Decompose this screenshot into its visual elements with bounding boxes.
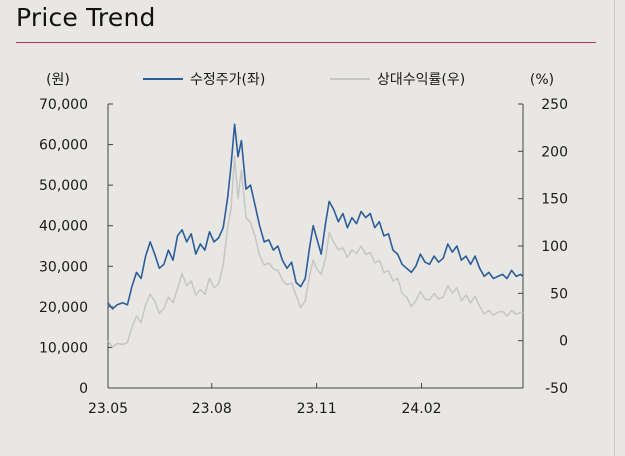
left-tick-label: 40,000 (39, 219, 88, 235)
panel-edge (614, 0, 615, 456)
x-tick-label: 23.08 (192, 401, 232, 417)
right-tick-label: 250 (541, 97, 568, 113)
right-tick-label: 100 (541, 239, 568, 255)
legend-label: 상대수익률(우) (377, 72, 465, 88)
left-tick-label: 30,000 (39, 259, 88, 275)
series-line-price (107, 123, 524, 310)
chart-lines (107, 123, 524, 349)
left-axis-unit: (원) (46, 72, 70, 88)
left-tick-label: 10,000 (39, 340, 88, 356)
left-tick-label: 50,000 (39, 178, 88, 194)
left-tick-label: 70,000 (39, 97, 88, 113)
chart-axes (107, 104, 524, 389)
page-title: Price Trend (16, 3, 156, 32)
right-tick-label: 150 (541, 192, 568, 208)
right-axis-unit: (%) (530, 72, 554, 88)
x-tick-label: 23.11 (297, 401, 337, 417)
series-line-relative-return (107, 155, 524, 349)
title-divider (16, 42, 596, 43)
x-tick-label: 23.05 (88, 401, 128, 417)
right-tick-label: 50 (550, 286, 568, 302)
chart-ticks: 0 10,000 20,000 30,000 40,000 50,000 60,000 70,… (39, 72, 568, 417)
left-tick-label: 60,000 (39, 138, 88, 154)
right-tick-label: 200 (541, 144, 568, 160)
right-tick-label: -50 (545, 381, 568, 397)
right-tick-label: 0 (559, 334, 568, 350)
x-tick-label: 24.02 (401, 401, 441, 417)
left-tick-label: 20,000 (39, 300, 88, 316)
chart-legend: 수정주가(좌) 상대수익률(우) (143, 72, 465, 88)
legend-label: 수정주가(좌) (190, 72, 265, 88)
left-tick-label: 0 (79, 381, 88, 397)
